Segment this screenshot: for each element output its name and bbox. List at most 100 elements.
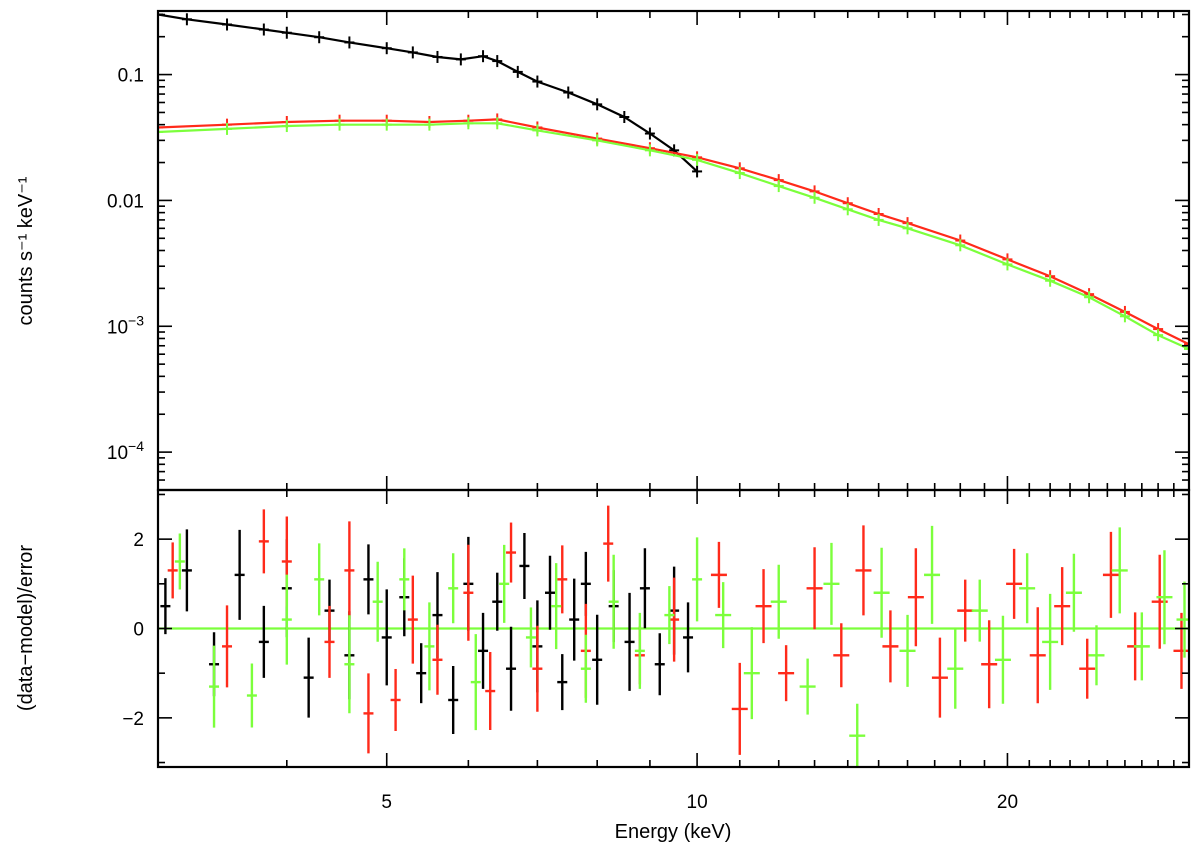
residual-red-point xyxy=(981,620,998,709)
spectrum-y-tick-label: 0.1 xyxy=(118,66,144,87)
residual-black-point xyxy=(258,605,269,678)
residual-green-point xyxy=(715,582,732,649)
residual-black-point xyxy=(181,529,192,612)
residual-green-point xyxy=(209,645,220,728)
residual-red-point xyxy=(167,542,178,599)
residual-y-tick-label: 2 xyxy=(133,530,144,551)
residual-green-point xyxy=(873,547,890,638)
residual-green-point xyxy=(1111,527,1128,614)
residual-black-point xyxy=(363,544,374,615)
residual-red-point xyxy=(432,624,443,695)
residual-red-point xyxy=(1079,638,1096,699)
residual-red-point xyxy=(755,569,772,644)
residual-green-point xyxy=(924,525,941,624)
residual-red-point xyxy=(855,525,872,616)
spectrum-green-point xyxy=(158,125,163,138)
spectrum-x-ticks xyxy=(157,11,1190,490)
residual-red-point xyxy=(1173,612,1189,689)
spectrum-y-ticks: 0.1 0.01 10−3 10−4 xyxy=(107,13,1189,481)
residual-red-point xyxy=(506,522,517,583)
residual-y-tick-label: 0 xyxy=(133,620,144,641)
residual-red-point xyxy=(463,544,474,641)
residual-black-point xyxy=(234,529,245,620)
residual-red-point xyxy=(603,505,614,582)
residual-black-point xyxy=(506,626,517,711)
residual-green-point xyxy=(692,537,703,622)
spectrum-green-point xyxy=(902,222,913,235)
residual-black-point xyxy=(544,555,555,630)
spectrum-black-point xyxy=(492,55,503,68)
residual-green-point xyxy=(899,614,916,687)
spectrum-green-point xyxy=(492,117,503,130)
residual-green-point xyxy=(1019,553,1036,624)
residual-black-point xyxy=(160,578,171,635)
residual-green-point xyxy=(314,543,325,616)
spectrum-green-point xyxy=(592,134,603,147)
residual-black-point xyxy=(569,578,580,661)
residual-black-point xyxy=(624,592,635,691)
spectrum-red-point xyxy=(1184,338,1189,351)
residual-red-point xyxy=(324,605,335,678)
residual-green-point xyxy=(664,586,675,645)
spectrum-green-point xyxy=(809,191,820,204)
residual-green-point xyxy=(174,533,185,590)
residual-red-point xyxy=(258,509,269,574)
residual-green-point xyxy=(770,564,787,639)
residual-green-point xyxy=(281,574,292,665)
spectrum-data-layer xyxy=(158,11,1189,355)
spectrum-green-point xyxy=(1084,291,1095,304)
spectrum-black-point xyxy=(532,75,543,88)
spectrum-green-point xyxy=(873,213,884,226)
residual-red-point xyxy=(710,541,727,608)
residual-panel: 20−2 5 10 20 (data−model)/error Energy (ke… xyxy=(15,488,1191,843)
spectrum-green-point xyxy=(424,118,435,131)
residual-y-axis-label: (data−model)/error xyxy=(15,545,37,712)
spectrum-black-point xyxy=(455,53,466,66)
x-tick-label: 5 xyxy=(381,792,392,813)
residual-x-ticks: 5 10 20 xyxy=(157,490,1190,813)
spectrum-black-model-line xyxy=(158,13,698,173)
residual-black-point xyxy=(448,665,459,734)
residual-red-point xyxy=(222,605,233,688)
residual-red-point xyxy=(957,579,974,642)
residual-red-point xyxy=(778,645,795,702)
spectrum-black-point xyxy=(314,31,325,44)
spectrum-black-point xyxy=(478,50,489,63)
residual-green-point xyxy=(994,615,1011,704)
spectrum-frame xyxy=(156,9,1191,492)
spectrum-green-point xyxy=(955,239,966,252)
residual-red-point xyxy=(1102,531,1119,618)
residual-green-point xyxy=(372,561,383,642)
spectrum-y-tick-label: 10−4 xyxy=(107,438,144,464)
spectrum-green-point xyxy=(222,122,233,135)
residual-red-point xyxy=(882,610,899,683)
residual-green-point xyxy=(424,602,435,691)
spectrum-red-model-line xyxy=(158,118,1189,346)
spectrum-green-point xyxy=(1184,342,1189,355)
residual-red-point xyxy=(407,575,418,664)
residual-green-point xyxy=(1176,581,1189,658)
spectrum-green-point xyxy=(644,144,655,157)
residual-red-point xyxy=(532,625,543,712)
spectrum-green-point xyxy=(1002,258,1013,271)
residual-red-point xyxy=(907,548,924,647)
spectrum-green-point xyxy=(842,203,853,216)
residual-green-point xyxy=(1156,550,1173,645)
residual-red-point xyxy=(931,637,948,718)
residual-green-point xyxy=(971,579,988,642)
residual-green-point xyxy=(470,634,481,731)
spectrum-green-point xyxy=(734,167,745,180)
residual-green-point xyxy=(1088,625,1105,686)
residual-green-point xyxy=(551,563,562,650)
spectrum-black-point xyxy=(432,50,443,63)
residual-red-point xyxy=(363,673,374,754)
spectrum-black-point xyxy=(592,98,603,111)
residual-black-point xyxy=(303,637,314,718)
residual-green-point xyxy=(448,553,459,624)
spectrum-green-point xyxy=(381,118,392,131)
residual-red-point xyxy=(557,545,568,614)
spectrum-green-point xyxy=(1153,329,1164,342)
x-tick-label: 20 xyxy=(997,792,1018,813)
residual-black-point xyxy=(592,614,603,705)
